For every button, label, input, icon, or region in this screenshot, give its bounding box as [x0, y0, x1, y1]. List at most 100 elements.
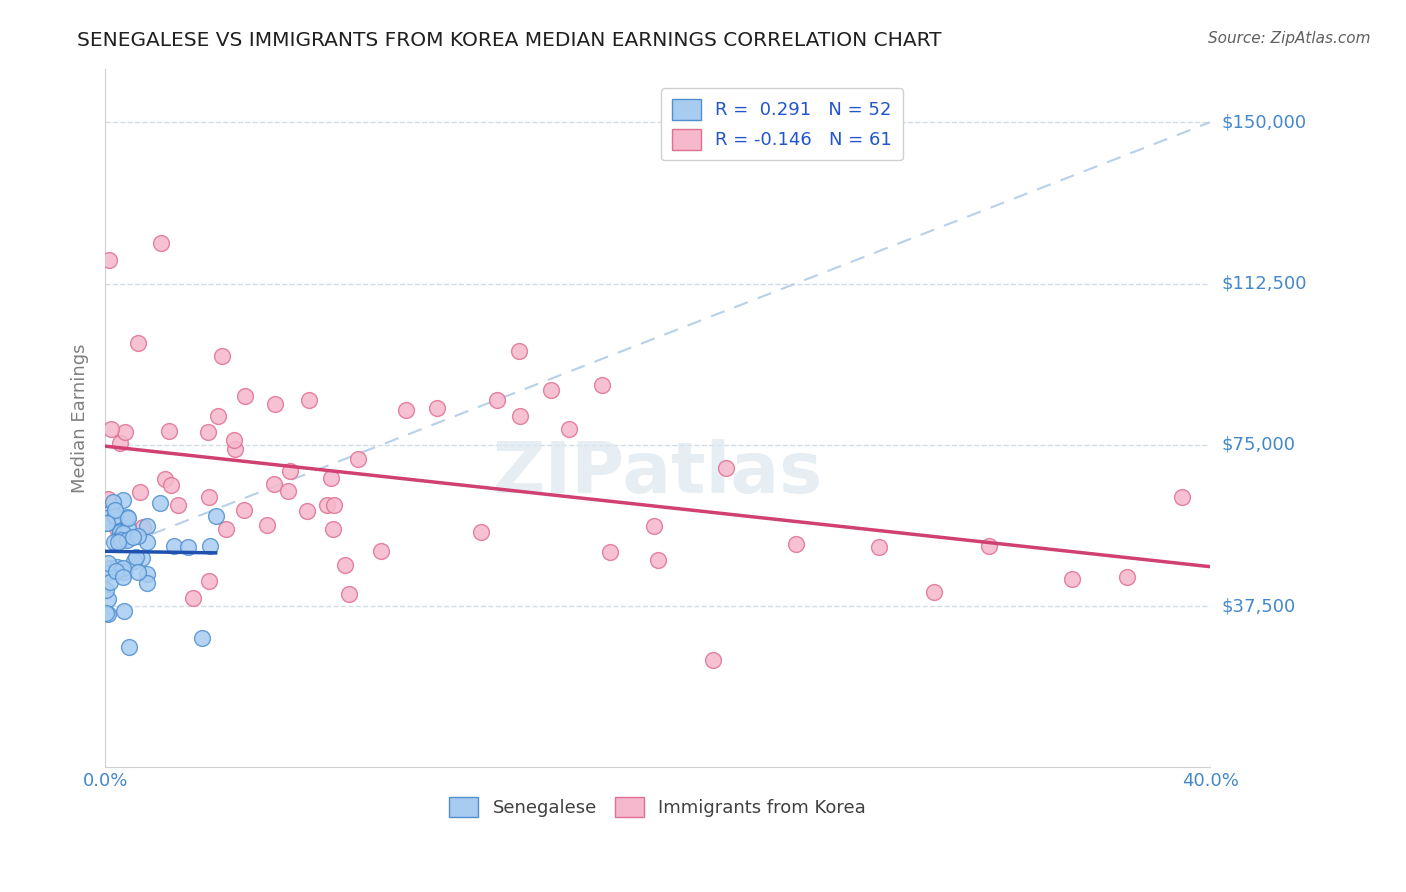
Point — [278, 465, 301, 479]
Point — [132, 520, 155, 534]
Point — [1116, 570, 1139, 584]
Point — [337, 587, 360, 601]
Point — [150, 235, 173, 250]
Point — [643, 518, 665, 533]
Point — [127, 566, 149, 580]
Point — [264, 397, 287, 411]
Point — [160, 478, 183, 492]
Point — [599, 544, 621, 558]
Point — [107, 517, 129, 532]
Point — [110, 533, 132, 547]
Point — [557, 422, 579, 436]
Point — [370, 543, 392, 558]
Point — [108, 525, 131, 540]
Point — [108, 530, 131, 544]
Text: $75,000: $75,000 — [1222, 436, 1295, 454]
Point — [198, 539, 221, 553]
Point — [335, 558, 357, 572]
Point — [191, 632, 214, 646]
Point — [1171, 490, 1194, 504]
Point — [235, 389, 257, 403]
Point — [135, 575, 157, 590]
Point — [122, 554, 145, 568]
Point — [922, 585, 945, 599]
Y-axis label: Median Earnings: Median Earnings — [72, 343, 89, 492]
Point — [298, 393, 321, 408]
Point — [485, 393, 508, 408]
Text: $150,000: $150,000 — [1222, 113, 1306, 131]
Point — [125, 550, 148, 565]
Point — [107, 535, 129, 549]
Point — [347, 452, 370, 467]
Point — [115, 509, 138, 524]
Point — [1060, 572, 1083, 586]
Point — [323, 498, 346, 512]
Point — [714, 461, 737, 475]
Point — [470, 524, 492, 539]
Point — [785, 537, 807, 551]
Point — [104, 502, 127, 516]
Point — [112, 570, 135, 584]
Point — [98, 575, 121, 590]
Point — [108, 435, 131, 450]
Point — [197, 574, 219, 588]
Point — [100, 422, 122, 436]
Point — [207, 409, 229, 424]
Point — [163, 539, 186, 553]
Point — [157, 424, 180, 438]
Point — [114, 425, 136, 439]
Point — [295, 504, 318, 518]
Point — [508, 343, 530, 358]
Point — [149, 496, 172, 510]
Point — [222, 433, 245, 447]
Point — [197, 425, 219, 439]
Point — [131, 551, 153, 566]
Point — [103, 495, 125, 509]
Point — [94, 516, 117, 531]
Point — [100, 505, 122, 519]
Point — [96, 516, 118, 530]
Point — [97, 491, 120, 506]
Point — [977, 540, 1000, 554]
Point — [108, 524, 131, 538]
Point — [127, 335, 149, 350]
Point — [121, 530, 143, 544]
Point — [104, 564, 127, 578]
Point — [94, 510, 117, 524]
Point — [868, 540, 890, 554]
Legend: Senegalese, Immigrants from Korea: Senegalese, Immigrants from Korea — [441, 789, 873, 824]
Point — [97, 592, 120, 607]
Point — [107, 524, 129, 539]
Point — [277, 483, 299, 498]
Point — [135, 535, 157, 549]
Point — [263, 476, 285, 491]
Point — [112, 604, 135, 618]
Point — [322, 522, 344, 536]
Point — [177, 540, 200, 554]
Point — [591, 377, 613, 392]
Text: $112,500: $112,500 — [1222, 275, 1306, 293]
Point — [153, 472, 176, 486]
Point — [97, 607, 120, 622]
Text: SENEGALESE VS IMMIGRANTS FROM KOREA MEDIAN EARNINGS CORRELATION CHART: SENEGALESE VS IMMIGRANTS FROM KOREA MEDI… — [77, 31, 942, 50]
Point — [135, 567, 157, 582]
Point — [112, 561, 135, 575]
Point — [129, 485, 152, 500]
Text: Source: ZipAtlas.com: Source: ZipAtlas.com — [1208, 31, 1371, 46]
Point — [702, 653, 724, 667]
Point — [224, 442, 246, 456]
Point — [94, 582, 117, 597]
Point — [103, 535, 125, 549]
Point — [100, 560, 122, 574]
Point — [215, 522, 238, 536]
Point — [117, 521, 139, 535]
Point — [426, 401, 449, 416]
Point — [256, 517, 278, 532]
Point — [117, 533, 139, 547]
Point — [135, 519, 157, 533]
Point — [111, 526, 134, 541]
Point — [108, 532, 131, 546]
Point — [94, 606, 117, 620]
Point — [103, 509, 125, 524]
Point — [111, 492, 134, 507]
